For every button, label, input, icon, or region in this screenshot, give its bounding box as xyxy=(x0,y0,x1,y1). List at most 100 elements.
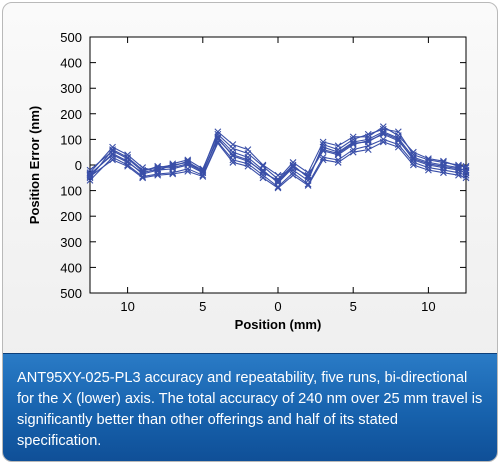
caption-text: ANT95XY-025-PL3 accuracy and repeatabili… xyxy=(17,370,483,449)
data-point xyxy=(334,148,342,156)
y-tick-label: 100 xyxy=(60,132,82,147)
x-tick-label: 0 xyxy=(274,299,281,314)
data-point xyxy=(184,168,192,175)
data-point xyxy=(259,162,267,170)
data-point xyxy=(244,162,252,170)
data-point xyxy=(139,169,147,177)
data-point xyxy=(124,161,131,169)
data-point xyxy=(462,169,470,177)
data-point xyxy=(394,143,402,151)
data-point xyxy=(199,169,207,177)
data-point xyxy=(462,162,470,170)
y-tick-label: 300 xyxy=(60,235,82,250)
data-point xyxy=(409,161,417,169)
plot-background xyxy=(89,36,467,294)
data-point xyxy=(274,178,282,186)
data-point xyxy=(274,175,282,183)
y-tick-label: 200 xyxy=(60,209,82,224)
data-point xyxy=(124,159,131,166)
x-axis-label: Position (mm) xyxy=(235,317,322,332)
data-point xyxy=(334,142,342,150)
data-point xyxy=(394,136,402,143)
data-point xyxy=(229,159,237,166)
x-tick-label: 10 xyxy=(120,299,134,314)
data-point xyxy=(379,136,387,143)
data-point xyxy=(259,174,267,182)
data-point xyxy=(214,128,222,136)
data-point xyxy=(169,162,177,170)
data-point xyxy=(425,166,432,174)
x-tick-label: 5 xyxy=(199,299,206,314)
y-tick-label: 400 xyxy=(60,56,82,71)
data-point xyxy=(109,151,116,159)
data-point xyxy=(349,133,357,141)
data-point xyxy=(229,144,237,152)
data-point xyxy=(184,157,192,165)
data-point xyxy=(409,156,417,164)
plot-area: 500 400 300 200 100 0 100 200 300 400 500 10 5 0 5 10 … xyxy=(3,3,497,353)
y-tick-label: 200 xyxy=(60,107,82,122)
caption-panel: ANT95XY-025-PL3 accuracy and repeatabili… xyxy=(3,353,497,461)
data-point xyxy=(364,138,372,146)
data-point xyxy=(259,161,267,169)
data-point xyxy=(244,157,252,165)
data-point xyxy=(334,150,342,157)
x-tick-label: 5 xyxy=(350,299,357,314)
data-point xyxy=(274,183,282,191)
data-point xyxy=(349,148,357,156)
data-point xyxy=(274,184,282,192)
data-point xyxy=(289,162,297,170)
data-point xyxy=(319,153,327,161)
data-point xyxy=(184,165,192,173)
data-point xyxy=(319,143,327,151)
y-axis-ticks: 500 400 300 200 100 0 100 200 300 400 500 xyxy=(60,30,466,301)
data-point xyxy=(86,170,94,178)
data-point xyxy=(379,129,387,137)
data-point xyxy=(462,168,470,175)
series-group xyxy=(86,123,470,192)
data-point xyxy=(304,173,312,180)
y-tick-label: 400 xyxy=(60,260,82,275)
data-point xyxy=(379,123,387,130)
x-axis-ticks: 10 5 0 5 10 xyxy=(120,37,436,314)
data-point xyxy=(214,134,222,142)
y-tick-label: 300 xyxy=(60,81,82,96)
series-7 xyxy=(86,129,470,186)
data-point xyxy=(394,134,402,142)
data-point xyxy=(425,161,432,169)
data-point xyxy=(274,176,282,184)
y-axis-label: Position Error (nm) xyxy=(27,106,42,224)
data-point xyxy=(409,153,417,161)
data-point xyxy=(304,182,312,189)
data-point xyxy=(86,173,94,180)
data-point xyxy=(455,166,462,174)
data-point xyxy=(139,174,147,182)
data-point xyxy=(154,171,162,179)
series-line xyxy=(89,132,467,183)
data-point xyxy=(109,156,116,164)
data-point xyxy=(440,164,447,171)
data-point xyxy=(349,139,357,147)
data-point xyxy=(319,156,327,164)
data-point xyxy=(379,138,387,146)
data-point xyxy=(319,146,327,154)
position-error-chart: 500 400 300 200 100 0 100 200 300 400 500 10 5 0 5 10 … xyxy=(27,30,470,332)
data-point xyxy=(334,159,342,166)
data-point xyxy=(289,169,297,177)
data-point xyxy=(462,174,470,182)
data-point xyxy=(259,168,267,175)
y-tick-label: 0 xyxy=(75,158,82,173)
data-point xyxy=(139,168,147,175)
y-tick-label: 500 xyxy=(60,30,82,45)
data-point xyxy=(289,171,297,179)
data-point xyxy=(289,161,297,169)
data-point xyxy=(154,165,162,173)
data-point xyxy=(86,171,94,179)
data-point xyxy=(304,174,312,182)
data-point xyxy=(289,164,297,171)
data-point xyxy=(319,138,327,146)
y-tick-label: 100 xyxy=(60,184,82,199)
y-tick-label: 500 xyxy=(60,286,82,301)
data-point xyxy=(244,150,252,157)
